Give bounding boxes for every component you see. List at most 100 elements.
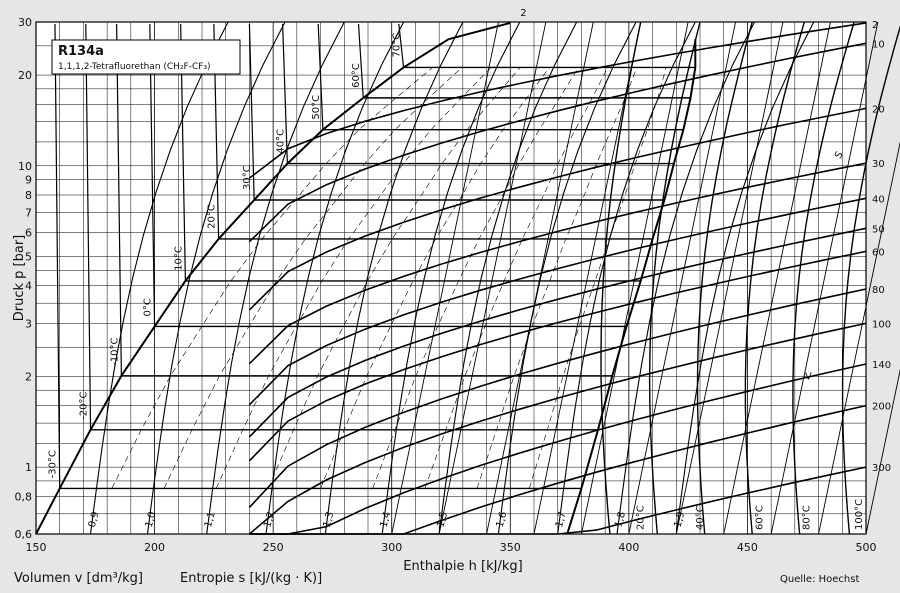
y-tick-label: 0,6 <box>15 528 33 541</box>
isentrope-line <box>675 21 815 535</box>
isentrope-line <box>89 21 229 535</box>
isentrope-fine-line <box>675 21 784 535</box>
isentrope-fine-line <box>865 368 900 535</box>
isotherm-liquid <box>282 23 288 164</box>
isochore-label: 200 <box>872 402 891 413</box>
y-tick-label: 5 <box>25 251 32 264</box>
y-tick-label: 6 <box>25 227 32 240</box>
isotherm-bottom-label: 40°C <box>695 505 706 530</box>
curves <box>35 21 900 535</box>
isochore-label: 40 <box>872 194 885 205</box>
y-tick-label: 10 <box>18 160 32 173</box>
y-tick-label: 3 <box>25 317 32 330</box>
isentrope-line <box>381 21 521 535</box>
quality-line <box>215 67 492 489</box>
isotherm-superheated <box>648 21 701 535</box>
isotherm-superheated <box>600 21 642 535</box>
entropy-label: 1,9 <box>673 511 688 529</box>
isotherm-liquid <box>317 23 324 130</box>
x-tick-label: 400 <box>618 541 639 554</box>
isotherm-superheated <box>744 21 805 535</box>
source-label: Quelle: Hoechst <box>780 574 859 585</box>
isotherm-label: 0°C <box>143 298 154 316</box>
isentrope-line <box>497 21 637 535</box>
isentrope-fine-line <box>580 21 689 535</box>
y-tick-label: 9 <box>25 174 32 187</box>
isochore-label: 30 <box>872 159 885 170</box>
entropy-label: 1,6 <box>495 511 510 529</box>
isotherm-bottom-label: 80°C <box>802 505 813 530</box>
labels: 150 200 250 300 350 400 450 5000,60,81234567891… <box>15 8 892 554</box>
x-axis-label: Enthalpie h [kJ/kg] <box>403 559 522 574</box>
entropy-s-marker: S <box>833 150 846 161</box>
isentrope-line <box>265 21 405 535</box>
quality-line <box>476 67 638 489</box>
isochore-label: 300 <box>872 463 891 474</box>
isotherm-label: -10°C <box>109 337 120 365</box>
isotherm-label: -20°C <box>79 391 90 419</box>
y-tick-label: 20 <box>18 69 32 82</box>
isotherm-label: 60°C <box>351 63 362 88</box>
x-tick-label: 150 <box>26 541 47 554</box>
entropy-label: 1,2 <box>262 511 277 529</box>
isotherm-liquid <box>398 23 405 68</box>
x-tick-label: 200 <box>144 541 165 554</box>
isochore-label: 100 <box>872 319 891 330</box>
entropy-label: 1,8 <box>613 511 628 529</box>
quality-line <box>111 67 433 489</box>
isochore-line <box>248 227 867 438</box>
y-tick-label: 0,8 <box>15 490 33 503</box>
isotherm-label: 30°C <box>242 165 253 190</box>
isochore-line <box>248 42 867 243</box>
plot-frame <box>35 21 867 535</box>
isotherm-liquid <box>54 23 61 489</box>
isochore-line <box>248 162 867 365</box>
isentrope-fine-line <box>723 21 831 535</box>
entropy-label: 1,5 <box>435 511 450 529</box>
isentrope-line <box>146 21 286 535</box>
isotherm-label: 10°C <box>173 246 184 271</box>
isochore-label: 140 <box>872 360 891 371</box>
entropy-label: 1,0 <box>144 511 159 529</box>
isentrope-fine-line <box>438 21 547 535</box>
isentrope-fine-line <box>391 21 499 535</box>
isentrope-fine-line <box>486 21 594 535</box>
entropy-label: 1,7 <box>554 511 569 529</box>
isotherm-superheated <box>841 25 900 535</box>
isentrope-fine-line <box>818 141 900 535</box>
entropy-label: 0,9 <box>87 511 102 529</box>
isochore-line <box>248 22 867 179</box>
isochore-v-marker: V <box>805 371 812 382</box>
volume-unit-label: Volumen v [dm³/kg] <box>14 571 143 586</box>
isochore-label: 2 <box>872 20 878 31</box>
isotherm-bottom-label: 100°C <box>854 499 865 530</box>
quality-line <box>268 67 521 489</box>
isotherm-label: 50°C <box>311 95 322 120</box>
isotherm-bottom-label: 60°C <box>754 505 765 530</box>
isochore-line <box>248 250 867 462</box>
isentrope-line <box>206 21 345 535</box>
x-tick-label: 250 <box>263 541 284 554</box>
dome-top-line <box>448 21 511 41</box>
isochore-line <box>249 363 867 535</box>
isotherm-bottom-label: 20°C <box>636 505 647 530</box>
isotherm-liquid <box>85 23 92 430</box>
isochore-line <box>248 288 867 508</box>
entropy-unit-label: Entropie s [kJ/(kg · K)] <box>180 571 322 586</box>
y-tick-label: 7 <box>25 206 32 219</box>
quality-line <box>529 67 667 489</box>
isochore-top-label: 2 <box>520 8 526 19</box>
quality-line <box>424 67 609 489</box>
isentrope-fine-line <box>770 21 879 535</box>
isochore-label: 50 <box>872 224 885 235</box>
y-tick-label: 30 <box>18 16 32 29</box>
isotherm-liquid <box>116 23 122 376</box>
isochore-label: 20 <box>872 104 885 115</box>
isentrope-line <box>557 21 696 535</box>
isotherm-label: -30°C <box>48 450 59 478</box>
isotherm-superheated <box>792 21 855 535</box>
x-tick-label: 350 <box>500 541 521 554</box>
isochore-label: 80 <box>872 285 885 296</box>
